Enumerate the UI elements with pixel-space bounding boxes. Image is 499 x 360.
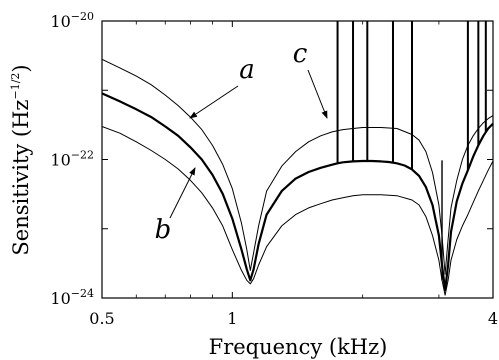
annotation-b-arrow — [170, 168, 195, 218]
x-tick-label: 0.5 — [89, 309, 114, 328]
series-a-line — [102, 93, 493, 290]
x-tick-label: 4 — [488, 309, 498, 328]
y-tick-label: 10−24 — [50, 287, 94, 308]
y-tick-label: 10−20 — [50, 10, 94, 31]
annotation-layer: a b c — [155, 39, 327, 245]
x-tick-label: 1 — [227, 309, 237, 328]
y-axis-title: Sensitivity (Hz−1/2) — [9, 64, 33, 255]
annotation-a-arrow — [190, 86, 238, 118]
y-axis-title-main: Sensitivity (Hz — [9, 100, 33, 256]
y-axis-title-exponent: −1/2 — [9, 73, 22, 100]
svg-text:Sensitivity (Hz−1/2): Sensitivity (Hz−1/2) — [9, 64, 33, 255]
y-axis-title-close: ) — [9, 64, 33, 72]
annotation-c-arrow — [308, 70, 327, 118]
annotation-b-label: b — [155, 215, 172, 245]
annotation-c-label: c — [293, 39, 308, 69]
x-axis-title: Frequency (kHz) — [209, 335, 388, 359]
annotation-a-label: a — [239, 55, 255, 85]
y-tick-label: 10−22 — [50, 149, 94, 170]
